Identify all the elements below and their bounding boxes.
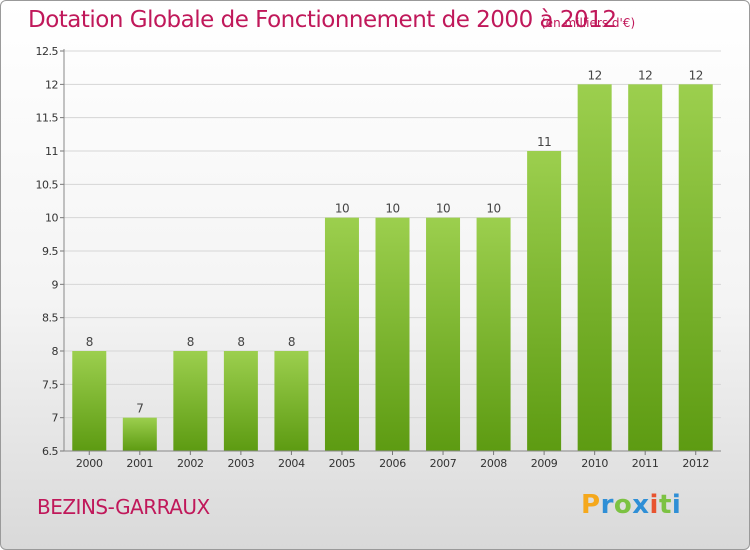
data-label: 10: [385, 202, 399, 216]
data-label: 12: [588, 68, 602, 82]
logo-letter: i: [671, 490, 682, 520]
y-tick-label: 9.5: [42, 245, 58, 258]
y-tick-label: 11.5: [36, 112, 59, 125]
bar-2008: [476, 217, 511, 451]
bar-2005: [324, 217, 359, 451]
bar-2010: [577, 84, 612, 451]
data-label: 8: [187, 335, 194, 349]
y-tick-label: 6.5: [42, 445, 58, 458]
data-label: 12: [689, 68, 703, 82]
y-tick-label: 9: [52, 278, 59, 291]
chart-unit-note: (en milliers d'€): [541, 16, 636, 30]
logo-letter: x: [632, 490, 650, 520]
data-label: 10: [486, 202, 500, 216]
logo-letter: o: [613, 490, 633, 520]
data-label: 10: [335, 202, 349, 216]
x-tick-label: 2004: [278, 457, 305, 470]
bar-2006: [375, 217, 410, 451]
bar-2001: [122, 417, 157, 451]
y-tick-label: 11: [45, 145, 58, 158]
y-tick-label: 8.5: [42, 312, 58, 325]
logo-letter: i: [649, 490, 659, 520]
x-tick-label: 2010: [581, 457, 608, 470]
data-label: 7: [136, 402, 143, 416]
x-tick-label: 2012: [682, 457, 709, 470]
data-label: 10: [436, 202, 450, 216]
logo-letter: t: [658, 490, 672, 520]
proxiti-logo[interactable]: Proxiti: [581, 490, 681, 520]
y-tick-label: 12: [45, 78, 58, 91]
y-tick-label: 7.5: [42, 378, 58, 391]
x-tick-label: 2001: [126, 457, 153, 470]
bar-2009: [527, 151, 562, 451]
y-tick-label: 10.5: [36, 178, 59, 191]
bar-2011: [628, 84, 663, 451]
commune-name: BEZINS-GARRAUX: [37, 495, 210, 519]
bar-2000: [72, 351, 107, 451]
x-tick-label: 2007: [430, 457, 457, 470]
y-tick-label: 7: [52, 412, 59, 425]
logo-letter: P: [581, 490, 601, 520]
chart-title: Dotation Globale de Fonctionnement de 20…: [28, 7, 617, 33]
logo-letter: r: [600, 490, 614, 520]
x-tick-label: 2002: [177, 457, 204, 470]
bars: [72, 84, 713, 451]
bar-2007: [426, 217, 461, 451]
x-tick-label: 2006: [379, 457, 406, 470]
data-label: 11: [537, 135, 551, 149]
bar-2002: [173, 351, 208, 451]
x-tick-label: 2000: [76, 457, 103, 470]
data-labels: 8 7 8 8 8 10 10 10 10 11 12 12 12: [86, 68, 704, 416]
x-tick-label: 2009: [531, 457, 558, 470]
x-tick-label: 2005: [329, 457, 356, 470]
y-tick-label: 10: [45, 212, 58, 225]
bar-2012: [678, 84, 713, 451]
x-tick-label: 2008: [480, 457, 507, 470]
data-label: 8: [86, 335, 93, 349]
data-label: 8: [288, 335, 295, 349]
bar-2003: [223, 351, 258, 451]
y-tick-label: 8: [52, 345, 59, 358]
bar-2004: [274, 351, 309, 451]
axes: 6.5 7 7.5 8 8.5 9 9.5 10 10.5 11 11.5 12 12.5 2000 200…: [36, 45, 721, 470]
data-label: 8: [237, 335, 244, 349]
y-tick-label: 12.5: [36, 45, 59, 58]
x-tick-label: 2003: [227, 457, 254, 470]
data-label: 12: [638, 68, 652, 82]
x-tick-label: 2011: [632, 457, 659, 470]
